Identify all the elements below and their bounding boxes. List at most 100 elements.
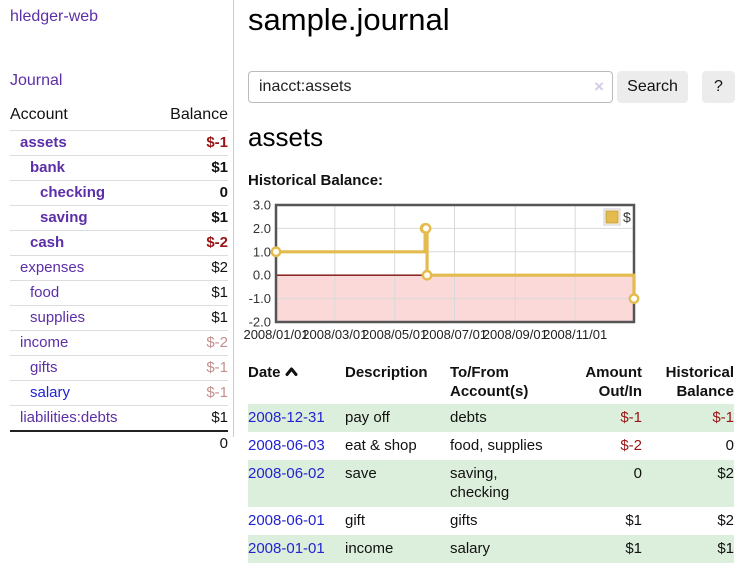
account-link-checking[interactable]: checking: [40, 184, 106, 201]
transaction-row: 2008-06-03 eat & shop food, supplies $-2 0: [248, 432, 734, 460]
svg-text:2.0: 2.0: [253, 221, 271, 236]
transaction-row: 2008-12-31 pay off debts $-1 $-1: [248, 404, 734, 432]
account-balance: $-1: [151, 380, 228, 406]
account-balance: $1: [151, 405, 228, 431]
account-balance: $-1: [151, 130, 228, 156]
svg-text:2008/05/01: 2008/05/01: [362, 327, 427, 342]
svg-text:0.0: 0.0: [253, 268, 271, 283]
transaction-accounts: debts: [450, 409, 487, 426]
transaction-description: eat & shop: [345, 437, 417, 454]
transaction-amount: $1: [625, 540, 642, 557]
transaction-date-link[interactable]: 2008-06-01: [248, 512, 325, 529]
sidebar-item-journal[interactable]: Journal: [10, 72, 63, 89]
data-point-marker: [270, 246, 282, 258]
account-balance: $1: [151, 305, 228, 331]
account-link-liabilities-debts[interactable]: liabilities:debts: [20, 409, 118, 426]
transaction-accounts: salary: [450, 540, 491, 557]
transaction-amount: $-2: [620, 437, 642, 454]
transaction-amount: $-1: [620, 409, 642, 426]
account-link-expenses[interactable]: expenses: [20, 259, 85, 276]
transaction-date-link[interactable]: 2008-06-03: [248, 437, 325, 454]
account-link-salary[interactable]: salary: [30, 384, 71, 401]
register-header-date[interactable]: Date: [248, 360, 345, 404]
transaction-description: save: [345, 465, 377, 482]
account-balance: $-1: [151, 355, 228, 381]
svg-text:1.0: 1.0: [253, 244, 271, 259]
register-header-historical-balance[interactable]: Historical Balance: [665, 364, 734, 400]
transaction-description: gift: [345, 512, 366, 529]
data-point-marker: [628, 293, 640, 305]
svg-text:2008/03/01: 2008/03/01: [302, 327, 367, 342]
chart-title: Historical Balance:: [248, 172, 384, 189]
search-input[interactable]: [248, 71, 613, 103]
data-point-marker: [421, 269, 433, 281]
app-title-link[interactable]: hledger-web: [10, 8, 99, 25]
account-link-income[interactable]: income: [20, 334, 69, 351]
account-link-saving[interactable]: saving: [40, 209, 88, 226]
accounts-total-row: 0: [10, 430, 228, 456]
account-row: food $1: [10, 280, 228, 306]
transaction-description: income: [345, 540, 394, 557]
accounts-header-account: Account: [10, 106, 68, 123]
account-heading: assets: [248, 122, 324, 152]
register-table: Date Description To/From Account(s) Amount …: [248, 360, 734, 563]
account-link-bank[interactable]: bank: [30, 159, 66, 176]
search-button[interactable]: Search: [617, 71, 688, 103]
account-row: income $-2: [10, 330, 228, 356]
account-balance: $1: [151, 280, 228, 306]
account-balance: $2: [151, 255, 228, 281]
transaction-amount: 0: [633, 465, 642, 482]
transaction-balance: $2: [717, 512, 734, 529]
help-button[interactable]: ?: [702, 71, 735, 103]
transaction-accounts: food, supplies: [450, 437, 543, 454]
account-row: expenses $2: [10, 255, 228, 281]
sort-asc-icon: [285, 367, 298, 376]
svg-text:2008/07/01: 2008/07/01: [422, 327, 487, 342]
clear-search-icon[interactable]: ×: [594, 77, 604, 96]
account-link-assets[interactable]: assets: [20, 134, 67, 151]
accounts-total-value: 0: [151, 430, 228, 456]
account-link-gifts[interactable]: gifts: [30, 359, 58, 376]
register-header-description[interactable]: Description: [345, 364, 428, 381]
account-row: bank $1: [10, 155, 228, 181]
account-row: gifts $-1: [10, 355, 228, 381]
account-balance: $1: [151, 155, 228, 181]
sidebar-divider: [233, 0, 234, 437]
sidebar: hledger-web Journal Account Balance asse…: [0, 0, 233, 582]
account-balance: $-2: [151, 330, 228, 356]
page-title: sample.journal: [248, 2, 450, 37]
transaction-date-link[interactable]: 2008-12-31: [248, 409, 325, 426]
account-row: supplies $1: [10, 305, 228, 331]
transaction-balance: $1: [717, 540, 734, 557]
transaction-row: 2008-01-01 income salary $1 $1: [248, 535, 734, 563]
register-header-amount-out-in[interactable]: Amount Out/In: [585, 364, 642, 400]
account-row: assets $-1: [10, 130, 228, 156]
transaction-accounts: saving, checking: [450, 465, 510, 501]
transaction-date-link[interactable]: 2008-01-01: [248, 540, 325, 557]
account-link-supplies[interactable]: supplies: [30, 309, 86, 326]
account-row: cash $-2: [10, 230, 228, 256]
search-bar: × Search ?: [248, 71, 742, 103]
accounts-table: Account Balance assets $-1 bank $1 checking 0…: [10, 102, 228, 456]
account-link-cash[interactable]: cash: [30, 234, 65, 251]
account-row: liabilities:debts $1: [10, 405, 228, 431]
account-link-food[interactable]: food: [30, 284, 60, 301]
svg-text:-2.0: -2.0: [249, 315, 271, 330]
svg-text:2008/11/01: 2008/11/01: [543, 327, 607, 342]
svg-text:2008/09/01: 2008/09/01: [483, 327, 548, 342]
account-row: checking 0: [10, 180, 228, 206]
account-balance: $1: [151, 205, 228, 231]
svg-text:-1.0: -1.0: [249, 291, 271, 306]
transaction-balance: 0: [725, 437, 734, 454]
accounts-header-balance: Balance: [170, 106, 228, 123]
legend-label: $: [623, 209, 631, 225]
transaction-date-link[interactable]: 2008-06-02: [248, 465, 325, 482]
main-content: sample.journal × Search ? assets Histori…: [243, 0, 742, 582]
register-header-to-from-account-s-[interactable]: To/From Account(s): [450, 364, 529, 400]
account-row: saving $1: [10, 205, 228, 231]
historical-balance-chart: 3.0 2.0 1.0 0.0 -1.0 -2.0 2008/01/01 2008/03/01…: [243, 196, 668, 353]
transaction-row: 2008-06-02 save saving, checking 0 $2: [248, 460, 734, 507]
chart-svg: 3.0 2.0 1.0 0.0 -1.0 -2.02008/01/012008/03/01…: [243, 198, 640, 342]
transaction-accounts: gifts: [450, 512, 478, 529]
transaction-balance: $2: [717, 465, 734, 482]
